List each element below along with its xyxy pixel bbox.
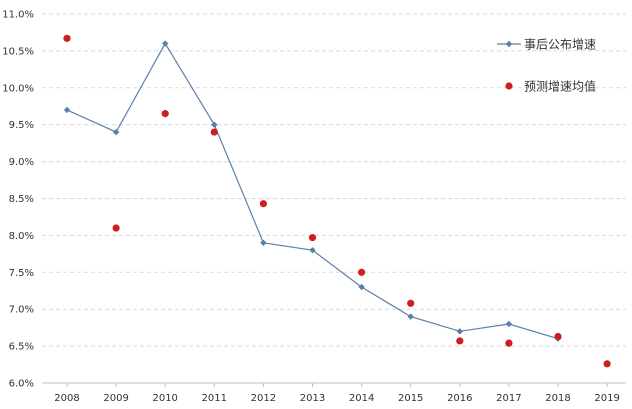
x-tick-label: 2016 [447,393,472,404]
x-tick-label: 2011 [202,393,227,404]
legend-label-published-growth: 事后公布增速 [524,38,596,52]
x-tick-label: 2014 [349,393,374,404]
data-point-diamond [260,239,267,246]
y-tick-label: 7.5% [9,268,34,279]
data-point-dot [308,234,317,242]
legend-dot-swatch [505,82,513,90]
legend-label-forecast-mean: 预测增速均值 [524,79,596,94]
series [63,34,611,368]
data-point-dot [161,110,169,118]
data-point-dot [603,360,611,368]
x-tick-label: 2015 [398,393,423,404]
data-point-dot [407,299,415,307]
data-point-dot [456,337,464,345]
data-point-diamond [162,40,169,47]
gridlines [42,13,626,384]
legend: 事后公布增速 预测增速均值 [497,38,596,94]
x-tick-label: 2018 [545,393,570,404]
x-tick-label: 2017 [496,393,521,404]
data-point-diamond [211,121,218,128]
y-tick-label: 6.5% [9,342,34,353]
data-point-diamond [407,313,414,320]
x-axis-ticks: 2008 2009 2010 2011 2012 2013 2014 2015 2016 2017… [54,383,620,404]
y-tick-label: 10.5% [2,46,34,57]
data-point-diamond [358,283,365,291]
data-point-diamond [456,328,463,335]
y-tick-label: 9.5% [9,120,34,131]
y-tick-label: 6.0% [9,379,34,390]
data-point-diamond [63,106,71,114]
x-tick-label: 2019 [594,393,619,404]
data-point-dot [554,332,562,341]
data-point-dot [259,200,267,208]
x-tick-label: 2010 [152,393,177,404]
data-point-diamond [505,320,513,328]
data-point-dot [112,224,120,232]
data-point-dot [505,339,513,347]
y-tick-label: 7.0% [9,305,34,316]
x-tick-label: 2012 [251,393,276,404]
data-point-dot [210,128,218,136]
y-tick-label: 10.0% [2,83,34,94]
data-point-dot [63,34,71,42]
legend-diamond-swatch [505,40,513,48]
x-tick-label: 2013 [300,393,325,404]
data-point-diamond [309,246,316,254]
y-axis-ticks: 6.0% 6.5% 7.0% 7.5% 8.0% 8.5% 9.0% 9.5% 10.0% 10.… [2,10,34,390]
x-tick-label: 2008 [54,393,79,404]
data-point-dot [358,268,366,276]
x-tick-label: 2009 [103,393,128,404]
y-tick-label: 11.0% [2,10,34,21]
y-tick-label: 9.0% [9,157,34,168]
y-tick-label: 8.0% [9,231,34,242]
data-point-diamond [112,128,120,136]
y-tick-label: 8.5% [9,194,34,205]
